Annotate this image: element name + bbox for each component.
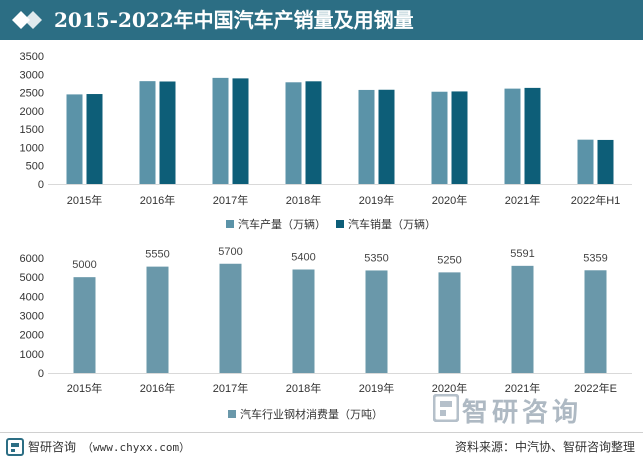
y-tick-label: 3500 — [20, 51, 44, 63]
y-tick-label: 0 — [38, 179, 44, 191]
bar — [285, 82, 302, 184]
legend-label: 汽车产量（万辆） — [238, 217, 326, 231]
legend-swatch — [336, 220, 344, 228]
title-bar: 2015-2022年中国汽车产销量及用钢量 — [0, 0, 643, 40]
bar — [431, 91, 448, 184]
bar — [511, 265, 534, 373]
y-tick-label: 5000 — [20, 272, 44, 284]
y-tick-label: 0 — [38, 368, 44, 380]
bar — [212, 77, 229, 184]
bar — [365, 270, 388, 373]
bar — [232, 78, 249, 184]
x-tick-label: 2016年 — [140, 381, 175, 395]
y-tick-label: 4000 — [20, 291, 44, 303]
legend-swatch — [226, 220, 234, 228]
bar — [66, 94, 83, 184]
y-tick-label: 3000 — [20, 69, 44, 81]
data-label: 5250 — [437, 254, 461, 266]
x-tick-label: 2021年 — [505, 381, 540, 395]
bar — [292, 269, 315, 373]
legend-label: 汽车销量（万辆） — [348, 217, 436, 231]
y-tick-label: 2000 — [20, 330, 44, 342]
x-tick-label: 2018年 — [286, 381, 321, 395]
bar — [451, 91, 468, 184]
x-tick-label: 2020年 — [432, 193, 467, 207]
data-label: 5700 — [218, 246, 242, 258]
double-chevron-icon — [12, 11, 42, 29]
bar — [219, 263, 242, 373]
y-tick-label: 1000 — [20, 142, 44, 154]
x-tick-label: 2015年 — [67, 381, 102, 395]
legend-label: 汽车行业钢材消费量（万吨） — [240, 407, 383, 421]
footer: 智研咨询 （www.chyxx.com） 资料来源：中汽协、智研咨询整理 — [0, 432, 643, 460]
x-tick-label: 2017年 — [213, 193, 248, 207]
bar — [146, 266, 169, 373]
bar — [504, 88, 521, 184]
y-tick-label: 1000 — [20, 349, 44, 361]
x-tick-label: 2019年 — [359, 381, 394, 395]
bar — [524, 87, 541, 184]
brand-name: 智研咨询 — [28, 440, 77, 454]
bar — [159, 81, 176, 184]
x-tick-label: 2018年 — [286, 193, 321, 207]
data-label: 5350 — [364, 252, 388, 264]
data-source: 资料来源：中汽协、智研咨询整理 — [454, 440, 635, 454]
x-tick-label: 2015年 — [67, 193, 102, 207]
data-label: 5550 — [145, 249, 169, 261]
bar — [139, 81, 156, 184]
data-label: 5000 — [72, 259, 96, 271]
watermark-logo-icon — [433, 394, 459, 422]
legend-swatch — [228, 410, 236, 418]
bar — [378, 89, 395, 184]
page-title: 2015-2022年中国汽车产销量及用钢量 — [54, 8, 414, 32]
x-tick-label: 2021年 — [505, 193, 540, 207]
bar — [358, 89, 375, 184]
x-tick-label: 2019年 — [359, 193, 394, 207]
x-tick-label: 2016年 — [140, 193, 175, 207]
bar — [438, 272, 461, 373]
bar — [577, 139, 594, 184]
brand-logo-icon — [6, 438, 24, 456]
chart-area: 0 500 1000 1500 2000 2500 3000 3500 2015年 2016年 20… — [20, 51, 632, 421]
footer-brand: 智研咨询 （www.chyxx.com） — [28, 439, 190, 456]
y-tick-label: 2500 — [20, 88, 44, 100]
bar — [86, 94, 103, 184]
brand-site: （www.chyxx.com） — [82, 441, 191, 454]
x-tick-label: 2022年H1 — [571, 193, 621, 207]
data-label: 5400 — [291, 252, 315, 264]
y-tick-label: 500 — [26, 161, 44, 173]
bar — [597, 139, 614, 184]
data-label: 5359 — [583, 252, 607, 264]
y-tick-label: 1500 — [20, 124, 44, 136]
bar — [73, 277, 96, 373]
y-tick-label: 2000 — [20, 106, 44, 118]
data-label: 5591 — [510, 248, 534, 260]
bar — [584, 270, 607, 373]
y-tick-label: 6000 — [20, 253, 44, 265]
bar — [305, 81, 322, 184]
y-tick-label: 3000 — [20, 311, 44, 323]
x-tick-label: 2022年E — [574, 381, 617, 395]
x-tick-label: 2020年 — [432, 381, 467, 395]
x-tick-label: 2017年 — [213, 381, 248, 395]
